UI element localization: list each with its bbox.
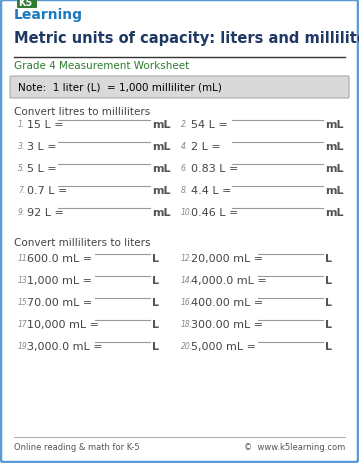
Text: 2 L =: 2 L = — [191, 142, 221, 152]
Text: 13.: 13. — [18, 275, 30, 284]
Text: L: L — [325, 275, 332, 285]
Text: 15.: 15. — [18, 297, 30, 307]
Text: 20,000 mL =: 20,000 mL = — [191, 253, 263, 263]
Text: Metric units of capacity: liters and milliliters: Metric units of capacity: liters and mil… — [14, 31, 359, 46]
Text: ©  www.k5learning.com: © www.k5learning.com — [244, 442, 345, 451]
Text: 11.: 11. — [18, 253, 30, 263]
Text: mL: mL — [325, 207, 344, 218]
Text: Convert litres to milliliters: Convert litres to milliliters — [14, 107, 150, 117]
Text: L: L — [152, 297, 159, 307]
Text: mL: mL — [325, 163, 344, 174]
Text: L: L — [325, 341, 332, 351]
Text: L: L — [325, 319, 332, 329]
Text: 0.46 L =: 0.46 L = — [191, 207, 238, 218]
Text: mL: mL — [152, 142, 171, 152]
Text: 9.: 9. — [18, 207, 25, 217]
Text: 10.: 10. — [181, 207, 193, 217]
Text: 3.: 3. — [18, 142, 25, 150]
Text: Convert milliliters to liters: Convert milliliters to liters — [14, 238, 150, 247]
Text: L: L — [152, 253, 159, 263]
Text: 3 L =: 3 L = — [27, 142, 57, 152]
Text: 17.: 17. — [18, 319, 30, 328]
Text: mL: mL — [325, 120, 344, 130]
Text: 19.: 19. — [18, 341, 30, 350]
Text: L: L — [152, 341, 159, 351]
Text: 5 L =: 5 L = — [27, 163, 57, 174]
Text: 400.00 mL =: 400.00 mL = — [191, 297, 263, 307]
Text: 15 L =: 15 L = — [27, 120, 64, 130]
Text: 3,000.0 mL =: 3,000.0 mL = — [27, 341, 103, 351]
Text: 0.83 L =: 0.83 L = — [191, 163, 238, 174]
Text: L: L — [325, 253, 332, 263]
FancyBboxPatch shape — [17, 0, 37, 9]
Text: K5: K5 — [18, 0, 32, 8]
Text: 16.: 16. — [181, 297, 193, 307]
FancyBboxPatch shape — [10, 77, 349, 99]
Text: L: L — [325, 297, 332, 307]
Text: 7.: 7. — [18, 186, 25, 194]
Text: mL: mL — [325, 186, 344, 195]
Text: 300.00 mL =: 300.00 mL = — [191, 319, 263, 329]
Text: 6.: 6. — [181, 163, 188, 173]
Text: 12.: 12. — [181, 253, 193, 263]
Text: mL: mL — [325, 142, 344, 152]
Text: Learning: Learning — [14, 8, 83, 22]
Text: 5.: 5. — [18, 163, 25, 173]
Text: L: L — [152, 319, 159, 329]
Text: 600.0 mL =: 600.0 mL = — [27, 253, 92, 263]
Text: 2.: 2. — [181, 120, 188, 129]
Text: Note:  1 liter (L)  = 1,000 milliliter (mL): Note: 1 liter (L) = 1,000 milliliter (mL… — [18, 83, 222, 93]
Text: 5,000 mL =: 5,000 mL = — [191, 341, 256, 351]
Text: 92 L =: 92 L = — [27, 207, 64, 218]
Text: 4.4 L =: 4.4 L = — [191, 186, 232, 195]
Text: 70.00 mL =: 70.00 mL = — [27, 297, 92, 307]
Text: 4.: 4. — [181, 142, 188, 150]
Text: mL: mL — [152, 163, 171, 174]
Text: 20.: 20. — [181, 341, 193, 350]
Text: Grade 4 Measurement Worksheet: Grade 4 Measurement Worksheet — [14, 61, 189, 71]
Text: 1,000 mL =: 1,000 mL = — [27, 275, 92, 285]
Text: 0.7 L =: 0.7 L = — [27, 186, 67, 195]
Text: 1.: 1. — [18, 120, 25, 129]
Text: 10,000 mL =: 10,000 mL = — [27, 319, 99, 329]
Text: mL: mL — [152, 207, 171, 218]
Text: mL: mL — [152, 120, 171, 130]
Text: 18.: 18. — [181, 319, 193, 328]
Text: 54 L =: 54 L = — [191, 120, 228, 130]
Text: 14.: 14. — [181, 275, 193, 284]
Text: 8.: 8. — [181, 186, 188, 194]
Text: Online reading & math for K-5: Online reading & math for K-5 — [14, 442, 140, 451]
Text: mL: mL — [152, 186, 171, 195]
Text: 4,000.0 mL =: 4,000.0 mL = — [191, 275, 267, 285]
Text: L: L — [152, 275, 159, 285]
